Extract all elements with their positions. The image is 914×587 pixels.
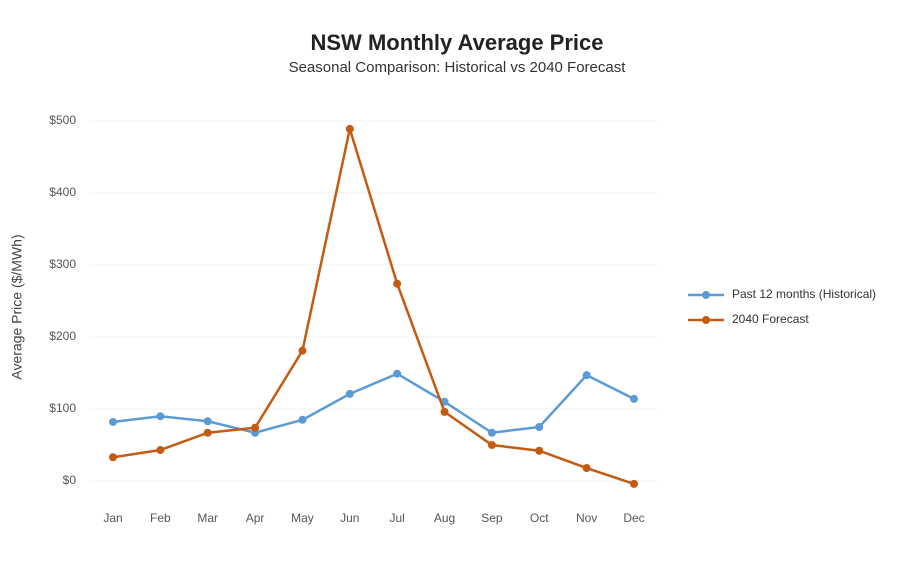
x-tick-label: Jun <box>340 511 359 525</box>
x-tick-label: Sep <box>481 511 503 525</box>
data-point <box>582 371 591 380</box>
data-point <box>298 415 307 424</box>
data-point <box>630 479 638 488</box>
x-tick-label: Dec <box>623 511 644 525</box>
x-tick-label: Mar <box>197 511 218 525</box>
x-tick-label: May <box>291 511 314 525</box>
series-line <box>112 123 635 486</box>
x-tick-label: Nov <box>576 511 597 525</box>
data-point <box>440 407 449 416</box>
chart-subtitle: Seasonal Comparison: Historical vs 2040 … <box>289 59 627 76</box>
data-point <box>535 446 544 455</box>
x-tick-label: Jul <box>390 511 405 525</box>
y-tick-label: $300 <box>49 257 76 271</box>
data-point <box>203 428 212 437</box>
data-point <box>393 279 402 288</box>
data-point <box>582 464 591 473</box>
data-point <box>393 369 402 378</box>
data-point <box>345 124 354 133</box>
data-point <box>109 453 117 462</box>
x-tick-label: Aug <box>434 511 455 525</box>
data-point <box>156 446 165 455</box>
y-tick-label: $100 <box>49 401 76 415</box>
data-point <box>251 423 260 432</box>
series-line <box>112 372 635 435</box>
data-point <box>487 428 496 437</box>
chart-title: NSW Monthly Average Price <box>311 30 604 55</box>
data-point <box>203 417 212 426</box>
y-tick-label: $500 <box>49 113 76 127</box>
x-tick-label: Oct <box>530 511 549 525</box>
x-tick-label: Jan <box>103 511 122 525</box>
data-point <box>535 423 544 431</box>
data-point <box>487 441 496 449</box>
legend-label: 2040 Forecast <box>732 312 809 326</box>
x-tick-label: Apr <box>246 511 265 525</box>
y-tick-label: $200 <box>49 329 76 343</box>
data-point <box>298 346 307 355</box>
y-tick-label: $0 <box>63 473 77 487</box>
legend-label: Past 12 months (Historical) <box>732 287 876 301</box>
data-point <box>156 412 165 421</box>
data-point <box>109 417 117 426</box>
data-point <box>345 389 354 398</box>
legend-marker <box>702 316 710 324</box>
x-tick-label: Feb <box>150 511 171 525</box>
y-tick-label: $400 <box>49 185 76 199</box>
y-axis-label: Average Price ($/MWh) <box>9 234 25 379</box>
data-point <box>630 394 638 403</box>
legend-marker <box>702 291 710 299</box>
